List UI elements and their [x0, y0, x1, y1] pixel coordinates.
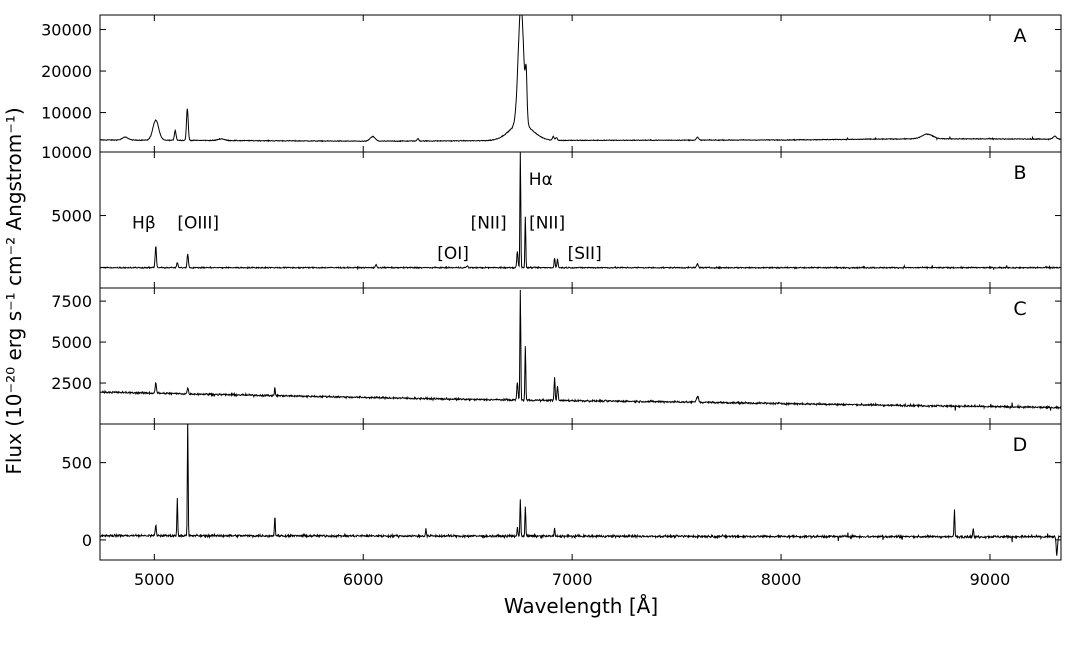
line-annotation: [OI] [437, 244, 469, 264]
panel-label: D [1013, 434, 1028, 456]
panel-d: 5000 6000 7000 8000 9000 0 500 D [61, 423, 1062, 589]
panel-frame [99, 14, 1062, 153]
x-axis-label: Wavelength [Å] [504, 594, 658, 618]
spectrum-line-c [100, 289, 1061, 411]
y-axis-label: Flux (10⁻²⁰ erg s⁻¹ cm⁻² Angstrom⁻¹) [2, 107, 26, 474]
panel-c: 2500 5000 7500 C [51, 287, 1062, 425]
y-tick-label: 30000 [41, 21, 92, 40]
panel-a: 10000 20000 30000 A [41, 14, 1062, 153]
panel-frame [99, 287, 1062, 425]
x-tick-label: 8000 [761, 570, 802, 589]
line-annotation: [OIII] [177, 213, 219, 233]
panel-label: C [1013, 298, 1026, 320]
panel-b: 5000 10000 B Hβ [OIII] [NII] [NII] Hα [OI] [SII] [41, 143, 1062, 289]
spectrum-line-d [100, 424, 1061, 556]
y-tick-label: 20000 [41, 62, 92, 81]
line-annotation: [NII] [529, 213, 565, 233]
spectrum-line-b [100, 152, 1061, 271]
line-annotation: [NII] [471, 213, 507, 233]
panel-label: B [1013, 162, 1026, 184]
x-tick-label: 5000 [134, 570, 175, 589]
y-tick-label: 5000 [51, 207, 92, 226]
line-annotation: Hα [529, 170, 553, 190]
y-tick-label: 5000 [51, 333, 92, 352]
y-tick-label: 7500 [51, 292, 92, 311]
y-tick-label: 10000 [41, 143, 92, 162]
y-tick-label: 2500 [51, 374, 92, 393]
panel-frame [99, 423, 1062, 561]
x-tick-label: 6000 [343, 570, 384, 589]
line-annotation: Hβ [132, 213, 156, 233]
spectrum-line-a [100, 15, 1061, 143]
x-tick-label: 7000 [552, 570, 593, 589]
x-tick-label: 9000 [970, 570, 1011, 589]
y-tick-label: 0 [82, 531, 92, 550]
panel-label: A [1014, 25, 1027, 47]
line-annotation: [SII] [568, 244, 602, 264]
y-tick-label: 500 [61, 454, 92, 473]
y-tick-label: 10000 [41, 104, 92, 123]
